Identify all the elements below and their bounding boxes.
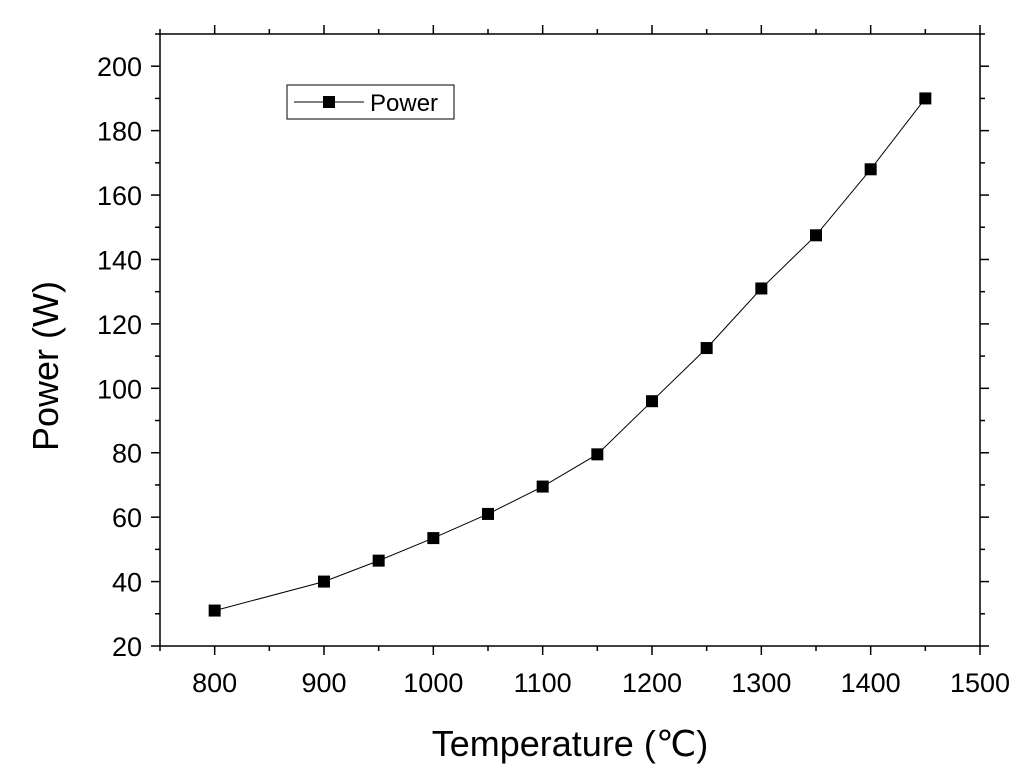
x-tick-label: 1300: [731, 668, 791, 698]
data-point: [536, 480, 549, 493]
legend-marker: [323, 96, 335, 108]
x-tick-label: 900: [301, 668, 346, 698]
x-axis-title: Temperature (℃): [432, 723, 709, 764]
data-point: [919, 92, 932, 105]
data-point: [700, 342, 713, 355]
data-point: [427, 532, 440, 545]
x-tick-label: 1100: [514, 668, 572, 698]
data-point: [208, 604, 221, 617]
data-point: [591, 448, 604, 461]
y-tick-label: 80: [112, 439, 142, 469]
x-tick-label: 1200: [622, 668, 682, 698]
data-point: [864, 163, 877, 176]
y-tick-label: 120: [97, 310, 142, 340]
series-line: [214, 98, 926, 612]
data-point: [810, 229, 822, 242]
y-tick-labels: 20 40 60 80 100 120 140 160 180 200: [97, 52, 142, 662]
legend: Power: [286, 84, 455, 120]
x-tick-label: 800: [192, 668, 237, 698]
y-tick-label: 180: [97, 117, 142, 147]
series-layer: [208, 92, 932, 617]
data-point: [318, 575, 330, 588]
y-tick-label: 100: [97, 374, 142, 404]
legend-label-power: Power: [370, 90, 438, 117]
y-tick-label: 160: [97, 181, 142, 211]
plot-frame: [159, 33, 981, 647]
x-tick-label: 1400: [841, 668, 901, 698]
x-tick-label: 1000: [403, 668, 463, 698]
y-tick-label: 200: [97, 52, 142, 82]
data-point: [646, 395, 658, 408]
tick-marks: [151, 25, 989, 655]
data-point: [755, 282, 768, 295]
data-point: [482, 507, 494, 520]
y-tick-label: 140: [97, 245, 142, 275]
x-tick-label: 1500: [950, 668, 1010, 698]
y-tick-label: 60: [112, 503, 142, 533]
x-tick-labels: 800 900 1000 1100 1200 1300 1400 1500: [192, 668, 1010, 698]
y-tick-label: 20: [112, 632, 142, 662]
y-axis-title: Power (W): [25, 281, 66, 451]
y-tick-label: 40: [112, 568, 142, 598]
data-point: [372, 554, 385, 567]
